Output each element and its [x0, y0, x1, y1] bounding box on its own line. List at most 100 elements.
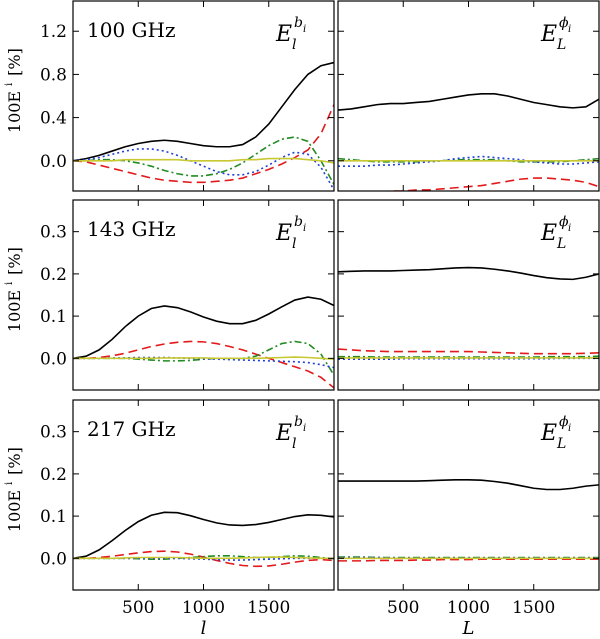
y-axis-label: 100E i [%]	[4, 48, 24, 133]
symbol-superscript-index: i	[568, 423, 571, 434]
symbol-superscript-index: i	[303, 223, 306, 234]
symbol-subscript: L	[556, 436, 566, 452]
symbol-e-l-phi: E Lϕ i	[540, 15, 571, 53]
x-tick-label: 500	[122, 598, 154, 618]
y-axis-label-unit: [%]	[5, 247, 24, 275]
panel-1-left-series	[73, 61, 334, 191]
y-tick-label: 1.2	[40, 22, 67, 42]
series-blue-dotted	[73, 557, 334, 561]
symbol-base: E	[275, 22, 292, 47]
symbol-superscript: ϕ	[559, 214, 569, 230]
series-blue-dotted	[338, 357, 599, 360]
y-tick-label: 0.3	[40, 423, 67, 443]
series-green-dashdot	[338, 157, 599, 163]
panel-3-left-series	[73, 511, 334, 568]
series-yellow-solid	[73, 556, 334, 560]
panel-2-right-series	[338, 266, 599, 360]
symbol-superscript-index: i	[568, 223, 571, 234]
y-axis-label: 100E i [%]	[4, 447, 24, 532]
panel-title: 217 GHz	[87, 417, 176, 441]
y-tick-label: 0.1	[40, 507, 67, 527]
symbol-superscript: b	[294, 214, 303, 230]
x-tick-label: 1000	[182, 598, 225, 618]
symbol-superscript: ϕ	[559, 15, 569, 31]
series-red-dashed	[338, 348, 599, 355]
x-tick-label: 1500	[512, 598, 555, 618]
symbol-superscript-index: i	[303, 24, 306, 35]
series-green-dashdot	[73, 136, 334, 185]
series-black-solid	[338, 266, 599, 281]
y-axis-label-unit: [%]	[5, 447, 24, 475]
symbol-superscript-index: i	[303, 423, 306, 434]
symbol-base: E	[540, 421, 557, 446]
x-axis-label-right: L	[462, 618, 475, 639]
symbol-superscript-index: i	[568, 24, 571, 35]
y-tick-label: 0.1	[40, 307, 67, 327]
y-axis-label-main: 100E	[5, 490, 24, 532]
series-black-solid	[73, 296, 334, 360]
series-green-dashdot	[338, 355, 599, 358]
symbol-e-l-phi: E Lϕ i	[540, 214, 571, 252]
symbol-base: E	[540, 221, 557, 246]
y-tick-label: 0.0	[40, 152, 67, 172]
symbol-base: E	[275, 421, 292, 446]
panel-1-right-series	[338, 93, 599, 191]
symbol-superscript: ϕ	[559, 414, 569, 430]
series-yellow-solid	[73, 356, 334, 360]
y-tick-label: 0.0	[40, 349, 67, 369]
series-black-solid	[338, 478, 599, 491]
y-axis-label-sup: i	[4, 482, 15, 485]
series-blue-dotted	[73, 356, 334, 369]
symbol-subscript: L	[556, 236, 566, 252]
panel-1-right: E Lϕ i	[337, 0, 600, 192]
symbol-e-l-phi: E Lϕ i	[540, 414, 571, 452]
y-tick-label: 0.2	[40, 265, 67, 285]
panel-3-right: 500 1000 1500 E Lϕ i	[337, 399, 600, 618]
x-tick-label: 1000	[447, 598, 490, 618]
series-black-solid	[73, 61, 334, 162]
series-blue-dotted	[73, 148, 334, 191]
x-axis-label-left: l	[201, 618, 207, 639]
panel-3-right-series	[338, 478, 599, 562]
x-tick-label: 1500	[247, 598, 290, 618]
series-yellow-solid	[73, 157, 334, 164]
y-tick-label: 0.0	[40, 549, 67, 569]
series-black-solid	[338, 93, 599, 111]
symbol-base: E	[540, 22, 557, 47]
y-tick-label: 0.2	[40, 465, 67, 485]
y-axis-label-unit: [%]	[5, 48, 24, 76]
series-green-dashdot	[73, 554, 334, 560]
symbol-subscript: l	[292, 236, 296, 252]
y-axis-label-sup: i	[4, 83, 15, 86]
y-axis-label-main: 100E	[5, 290, 24, 332]
y-axis-label: 100E i [%]	[4, 247, 24, 332]
panel-2-left-series	[73, 296, 334, 389]
symbol-base: E	[275, 221, 292, 246]
series-red-dashed	[338, 558, 599, 562]
series-red-dashed	[73, 104, 334, 184]
panel-2-right: E Lϕ i	[337, 199, 600, 391]
panel-title: 143 GHz	[87, 217, 176, 241]
series-blue-dotted	[338, 155, 599, 167]
symbol-superscript: b	[294, 15, 303, 31]
symbol-subscript: L	[556, 37, 566, 53]
symbol-superscript: b	[294, 414, 303, 430]
panel-title: 100 GHz	[87, 18, 176, 42]
y-tick-label: 0.3	[40, 223, 67, 243]
symbol-subscript: l	[292, 37, 296, 53]
y-axis-label-main: 100E	[5, 91, 24, 133]
y-tick-label: 0.8	[40, 65, 67, 85]
series-black-solid	[73, 511, 334, 560]
symbol-subscript: l	[292, 436, 296, 452]
x-tick-label: 500	[387, 598, 419, 618]
series-red-dashed	[73, 340, 334, 389]
y-tick-label: 0.4	[40, 109, 67, 129]
y-axis-label-sup: i	[4, 282, 15, 285]
